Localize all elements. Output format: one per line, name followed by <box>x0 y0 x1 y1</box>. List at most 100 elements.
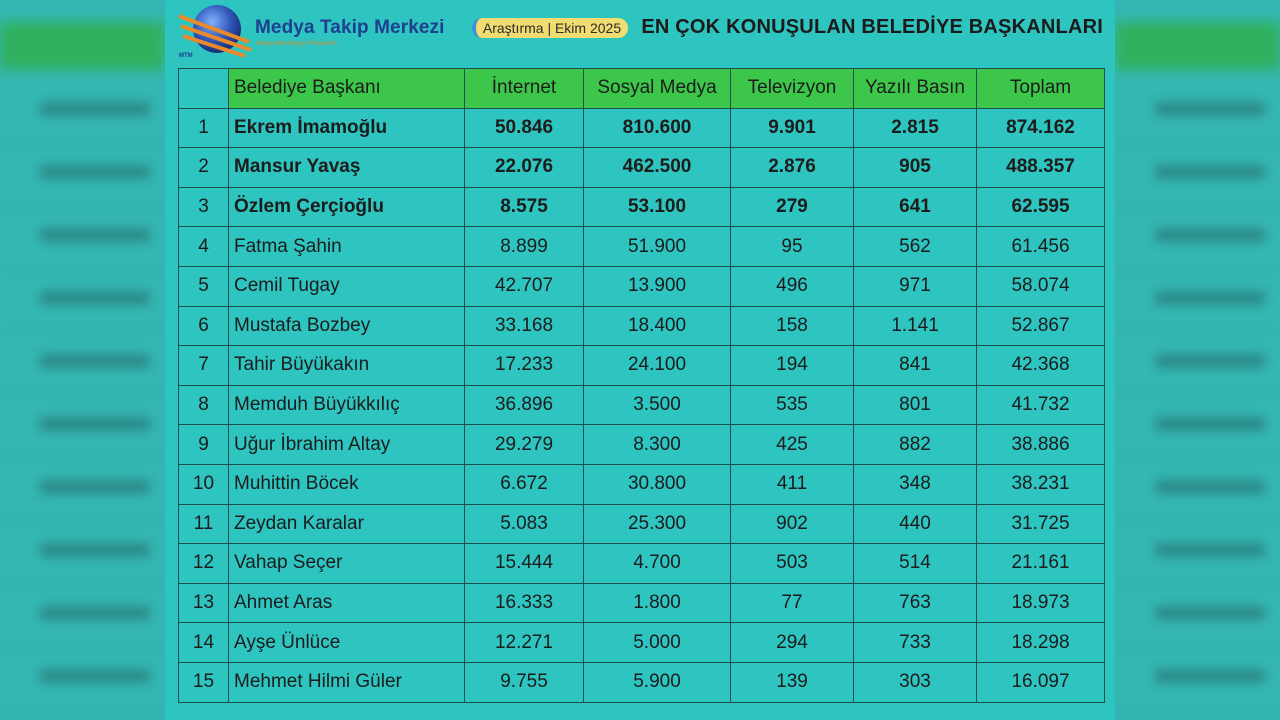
mayor-name-cell: Cemil Tugay <box>228 265 465 307</box>
television-cell: 496 <box>730 265 854 307</box>
social-media-cell: 1.800 <box>583 582 731 624</box>
total-cell: 21.161 <box>976 543 1105 584</box>
social-media-cell: 8.300 <box>583 424 731 465</box>
brand-tagline: Medya Monitoring & Research <box>256 41 337 47</box>
background-blur-left <box>0 0 165 720</box>
internet-cell: 36.896 <box>464 384 584 426</box>
total-cell: 62.595 <box>976 186 1105 228</box>
social-media-cell: 462.500 <box>583 147 731 188</box>
social-media-cell: 4.700 <box>583 543 731 584</box>
table-row: 12 Vahap Seçer 15.444 4.700 503 514 21.161 <box>178 543 1105 584</box>
header-total: Toplam <box>976 68 1105 109</box>
total-cell: 61.456 <box>976 226 1105 267</box>
print-press-cell: 763 <box>853 582 977 624</box>
print-press-cell: 971 <box>853 265 977 307</box>
mayor-name-cell: Muhittin Böcek <box>228 463 465 505</box>
table-row: 6 Mustafa Bozbey 33.168 18.400 158 1.141 52.86… <box>178 305 1105 347</box>
table-row: 8 Memduh Büyükkılıç 36.896 3.500 535 801 41.73… <box>178 384 1105 426</box>
internet-cell: 12.271 <box>464 622 584 663</box>
table-row: 15 Mehmet Hilmi Güler 9.755 5.900 139 303 16.0… <box>178 661 1105 703</box>
table-row: 9 Uğur İbrahim Altay 29.279 8.300 425 882 38.8… <box>178 424 1105 465</box>
rank-cell: 12 <box>178 543 229 584</box>
television-cell: 139 <box>730 661 854 703</box>
television-cell: 158 <box>730 305 854 347</box>
social-media-cell: 5.900 <box>583 661 731 703</box>
rank-cell: 8 <box>178 384 229 426</box>
total-cell: 18.973 <box>976 582 1105 624</box>
logo-text: MTM <box>179 53 193 59</box>
table-row: 1 Ekrem İmamoğlu 50.846 810.600 9.901 2.815 87… <box>178 107 1105 149</box>
television-cell: 9.901 <box>730 107 854 149</box>
print-press-cell: 801 <box>853 384 977 426</box>
mayor-name-cell: Memduh Büyükkılıç <box>228 384 465 426</box>
print-press-cell: 303 <box>853 661 977 703</box>
print-press-cell: 440 <box>853 503 977 545</box>
internet-cell: 9.755 <box>464 661 584 703</box>
rank-cell: 6 <box>178 305 229 347</box>
mayor-name-cell: Zeydan Karalar <box>228 503 465 545</box>
social-media-cell: 24.100 <box>583 345 731 386</box>
total-cell: 488.357 <box>976 147 1105 188</box>
header-internet: İnternet <box>464 68 584 109</box>
rank-cell: 11 <box>178 503 229 545</box>
table-row: 14 Ayşe Ünlüce 12.271 5.000 294 733 18.298 <box>178 622 1105 663</box>
mayor-name-cell: Ahmet Aras <box>228 582 465 624</box>
rank-cell: 2 <box>178 147 229 188</box>
background-blur-right <box>1115 0 1280 720</box>
mayor-name-cell: Ekrem İmamoğlu <box>228 107 465 149</box>
total-cell: 38.886 <box>976 424 1105 465</box>
internet-cell: 16.333 <box>464 582 584 624</box>
mayors-table: Belediye Başkanı İnternet Sosyal Medya T… <box>178 68 1105 703</box>
header-mayor: Belediye Başkanı <box>228 68 465 109</box>
internet-cell: 6.672 <box>464 463 584 505</box>
total-cell: 18.298 <box>976 622 1105 663</box>
mayor-name-cell: Mansur Yavaş <box>228 147 465 188</box>
social-media-cell: 18.400 <box>583 305 731 347</box>
globe-logo-icon: MTM <box>178 5 252 59</box>
table-row: 7 Tahir Büyükakın 17.233 24.100 194 841 42.368 <box>178 345 1105 386</box>
table-header-row: Belediye Başkanı İnternet Sosyal Medya T… <box>178 68 1105 109</box>
social-media-cell: 51.900 <box>583 226 731 267</box>
table-body: 1 Ekrem İmamoğlu 50.846 810.600 9.901 2.815 87… <box>178 107 1105 703</box>
mayor-name-cell: Mustafa Bozbey <box>228 305 465 347</box>
total-cell: 41.732 <box>976 384 1105 426</box>
television-cell: 194 <box>730 345 854 386</box>
print-press-cell: 882 <box>853 424 977 465</box>
television-cell: 902 <box>730 503 854 545</box>
table-row: 11 Zeydan Karalar 5.083 25.300 902 440 31.725 <box>178 503 1105 545</box>
print-press-cell: 562 <box>853 226 977 267</box>
mayor-name-cell: Tahir Büyükakın <box>228 345 465 386</box>
print-press-cell: 1.141 <box>853 305 977 347</box>
rank-cell: 7 <box>178 345 229 386</box>
total-cell: 16.097 <box>976 661 1105 703</box>
social-media-cell: 25.300 <box>583 503 731 545</box>
print-press-cell: 905 <box>853 147 977 188</box>
rank-cell: 13 <box>178 582 229 624</box>
rank-cell: 14 <box>178 622 229 663</box>
television-cell: 2.876 <box>730 147 854 188</box>
social-media-cell: 30.800 <box>583 463 731 505</box>
television-cell: 77 <box>730 582 854 624</box>
rank-cell: 10 <box>178 463 229 505</box>
print-press-cell: 348 <box>853 463 977 505</box>
total-cell: 38.231 <box>976 463 1105 505</box>
print-press-cell: 641 <box>853 186 977 228</box>
header-print-press: Yazılı Basın <box>853 68 977 109</box>
print-press-cell: 514 <box>853 543 977 584</box>
print-press-cell: 2.815 <box>853 107 977 149</box>
page-title: EN ÇOK KONUŞULAN BELEDİYE BAŞKANLARI <box>641 16 1103 38</box>
mayor-name-cell: Mehmet Hilmi Güler <box>228 661 465 703</box>
print-press-cell: 733 <box>853 622 977 663</box>
internet-cell: 22.076 <box>464 147 584 188</box>
brand-name: Medya Takip Merkezi <box>255 17 445 38</box>
rank-cell: 9 <box>178 424 229 465</box>
rank-cell: 1 <box>178 107 229 149</box>
mayor-name-cell: Uğur İbrahim Altay <box>228 424 465 465</box>
total-cell: 58.074 <box>976 265 1105 307</box>
header-rank <box>178 68 229 109</box>
television-cell: 425 <box>730 424 854 465</box>
research-date-badge: Araştırma | Ekim 2025 <box>472 18 628 38</box>
internet-cell: 8.575 <box>464 186 584 228</box>
mayor-name-cell: Ayşe Ünlüce <box>228 622 465 663</box>
internet-cell: 50.846 <box>464 107 584 149</box>
